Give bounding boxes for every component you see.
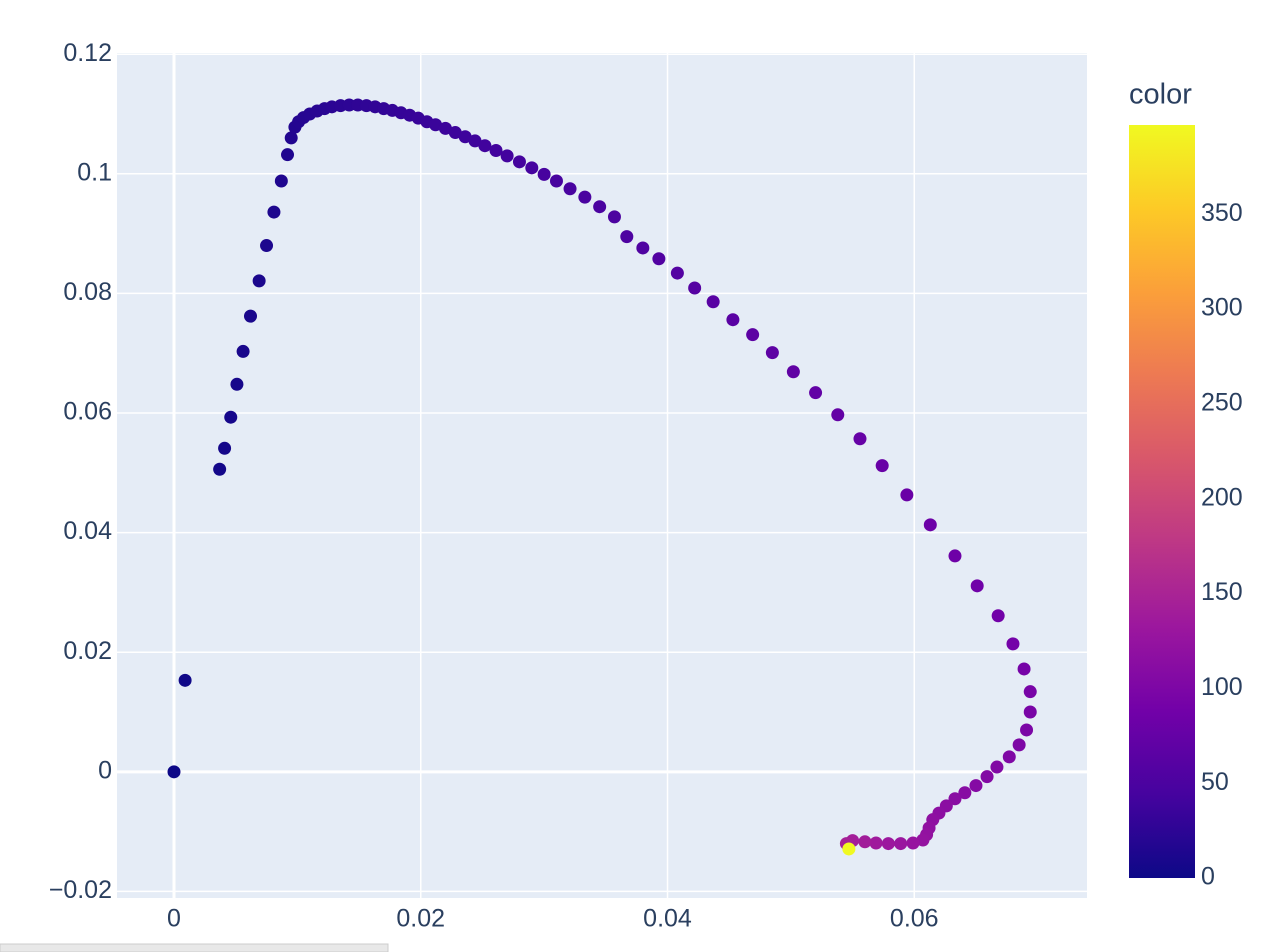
- point: [1023, 705, 1037, 719]
- point: [1006, 637, 1020, 651]
- point: [167, 765, 181, 779]
- colorbar-tick-label: 50: [1201, 768, 1229, 796]
- point: [274, 174, 288, 188]
- point: [765, 346, 779, 360]
- point: [923, 518, 937, 532]
- point: [706, 295, 720, 309]
- point: [670, 266, 684, 280]
- colorbar-tick-label: 100: [1201, 673, 1243, 701]
- point: [512, 155, 526, 169]
- point: [916, 833, 930, 847]
- point: [213, 462, 227, 476]
- point: [1023, 685, 1037, 699]
- point: [726, 313, 740, 327]
- point: [563, 182, 577, 196]
- point: [869, 836, 883, 850]
- scrollbar: [0, 943, 389, 952]
- point: [948, 792, 962, 806]
- point: [429, 118, 443, 132]
- point: [900, 488, 914, 502]
- point: [458, 130, 472, 144]
- point: [1012, 738, 1026, 752]
- point: [746, 328, 760, 342]
- point: [652, 252, 666, 266]
- point: [500, 149, 514, 163]
- point: [842, 842, 856, 856]
- x-tick-label: 0.06: [890, 905, 939, 933]
- point: [906, 836, 920, 850]
- point: [1017, 662, 1031, 676]
- point: [894, 837, 908, 851]
- point: [593, 200, 607, 214]
- point: [489, 143, 503, 157]
- point: [236, 344, 250, 358]
- point: [688, 281, 702, 295]
- point: [243, 309, 257, 323]
- point: [881, 837, 895, 851]
- point: [260, 239, 274, 253]
- point: [980, 770, 994, 784]
- point: [218, 441, 232, 455]
- plot-area: [117, 53, 1087, 898]
- colorbar-tick-label: 250: [1201, 388, 1243, 416]
- point: [636, 241, 650, 255]
- colorbar-tick-label: 200: [1201, 483, 1243, 511]
- point: [858, 835, 872, 849]
- colorbar-tick-label: 0: [1201, 863, 1215, 891]
- point: [284, 131, 298, 145]
- point: [448, 126, 462, 140]
- colorbar: [1129, 125, 1195, 878]
- colorbar-tick-label: 150: [1201, 578, 1243, 606]
- point: [990, 760, 1004, 774]
- x-tick-label: 0.02: [396, 905, 445, 933]
- y-tick-label: 0: [98, 756, 112, 784]
- y-tick-label: 0.08: [63, 278, 112, 306]
- point: [578, 190, 592, 204]
- point: [178, 673, 192, 687]
- y-tick-label: 0.02: [63, 637, 112, 665]
- point: [252, 274, 266, 288]
- point: [969, 779, 983, 793]
- point: [537, 167, 551, 181]
- point: [853, 432, 867, 446]
- point: [607, 210, 621, 224]
- point: [809, 386, 823, 400]
- point: [875, 459, 889, 473]
- colorbar-title: color: [1129, 79, 1192, 111]
- x-tick-label: 0.04: [643, 905, 692, 933]
- colorbar-tick-label: 350: [1201, 199, 1243, 227]
- point: [478, 139, 492, 153]
- y-tick-label: 0.06: [63, 398, 112, 426]
- point: [267, 205, 281, 219]
- y-tick-label: −0.02: [49, 876, 112, 904]
- point: [620, 230, 634, 244]
- point: [1002, 750, 1016, 764]
- point: [991, 609, 1005, 623]
- point: [1020, 723, 1034, 737]
- colorbar-tick-label: 300: [1201, 294, 1243, 322]
- point: [831, 408, 845, 422]
- point: [230, 377, 244, 391]
- point: [970, 579, 984, 593]
- y-tick-label: 0.04: [63, 517, 112, 545]
- point: [948, 549, 962, 563]
- point: [438, 121, 452, 135]
- y-tick-label: 0.1: [77, 158, 112, 186]
- point: [786, 365, 800, 379]
- point: [525, 161, 539, 175]
- point: [224, 410, 238, 424]
- y-tick-label: 0.12: [63, 39, 112, 67]
- point: [958, 786, 972, 800]
- x-tick-label: 0: [167, 905, 181, 933]
- point: [468, 134, 482, 148]
- point: [549, 174, 563, 188]
- point: [281, 148, 295, 162]
